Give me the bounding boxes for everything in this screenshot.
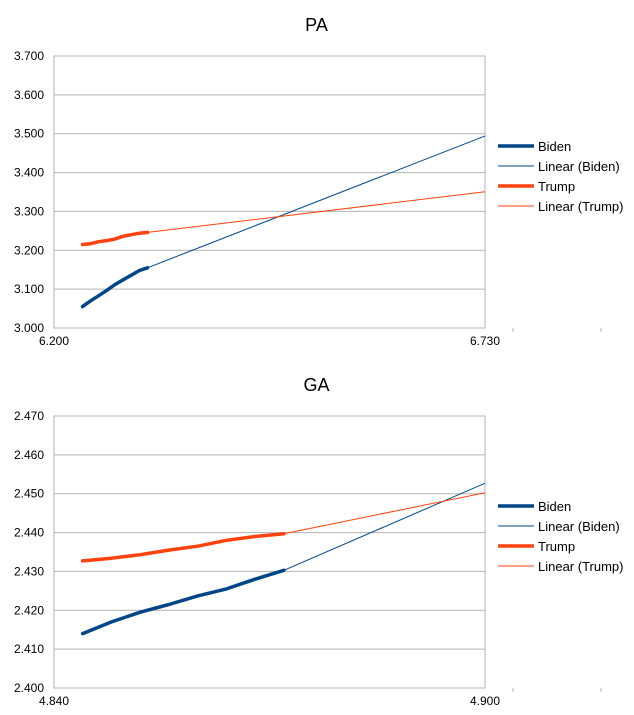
series-line-linear-biden [147,135,485,269]
y-tick-label: 3.300 [14,204,44,218]
y-tick-label: 3.100 [14,282,44,296]
x-tick-label: 6.730 [470,334,500,348]
series-line-trump [80,531,286,563]
y-tick-label: 3.700 [14,49,44,63]
legend-label: Linear (Biden) [538,159,620,174]
y-tick-label: 2.460 [14,448,44,462]
y-tick-label: 2.450 [14,487,44,501]
y-tick-label: 3.000 [14,321,44,335]
legend-label: Linear (Biden) [538,519,620,534]
legend-label: Trump [538,539,575,554]
chart-ga: GA 2.400 2.410 2.420 2.430 2.440 2.450 2.460 2.4… [14,375,624,708]
legend: Biden Linear (Biden) Trump Linear (Trump) [498,499,623,574]
y-tick-label: 2.410 [14,642,44,656]
legend-label: Linear (Trump) [538,199,623,214]
series-group [80,135,485,309]
y-tick-label: 3.200 [14,243,44,257]
y-tick-label: 2.430 [14,564,44,578]
plot-area [53,415,486,689]
legend-label: Trump [538,179,575,194]
x-tick-label: 4.840 [39,694,69,708]
y-tick-label: 3.500 [14,127,44,141]
y-tick-label: 3.400 [14,166,44,180]
chart-title: PA [305,15,328,35]
y-tick-label: 2.440 [14,526,44,540]
series-line-linear-trump [283,492,485,535]
x-tick-label: 6.200 [39,334,69,348]
chart-pa: PA 3.000 3.100 3.200 3.300 3.400 3.500 3.600 3.7… [14,15,624,348]
series-line-biden [80,568,286,636]
legend-label: Biden [538,139,571,154]
y-tick-label: 2.420 [14,603,44,617]
plot-area [53,55,486,329]
series-line-trump [80,230,150,247]
legend: Biden Linear (Biden) Trump Linear (Trump) [498,139,623,214]
series-line-linear-trump [147,191,485,233]
y-tick-label: 2.400 [14,681,44,695]
chart-title: GA [303,375,329,395]
x-tick-label: 4.900 [470,694,500,708]
legend-label: Linear (Trump) [538,559,623,574]
series-line-linear-biden [283,482,485,571]
y-tick-label: 2.470 [14,409,44,423]
legend-label: Biden [538,499,571,514]
y-tick-label: 3.600 [14,88,44,102]
series-line-biden [80,266,150,309]
series-group [80,482,485,636]
